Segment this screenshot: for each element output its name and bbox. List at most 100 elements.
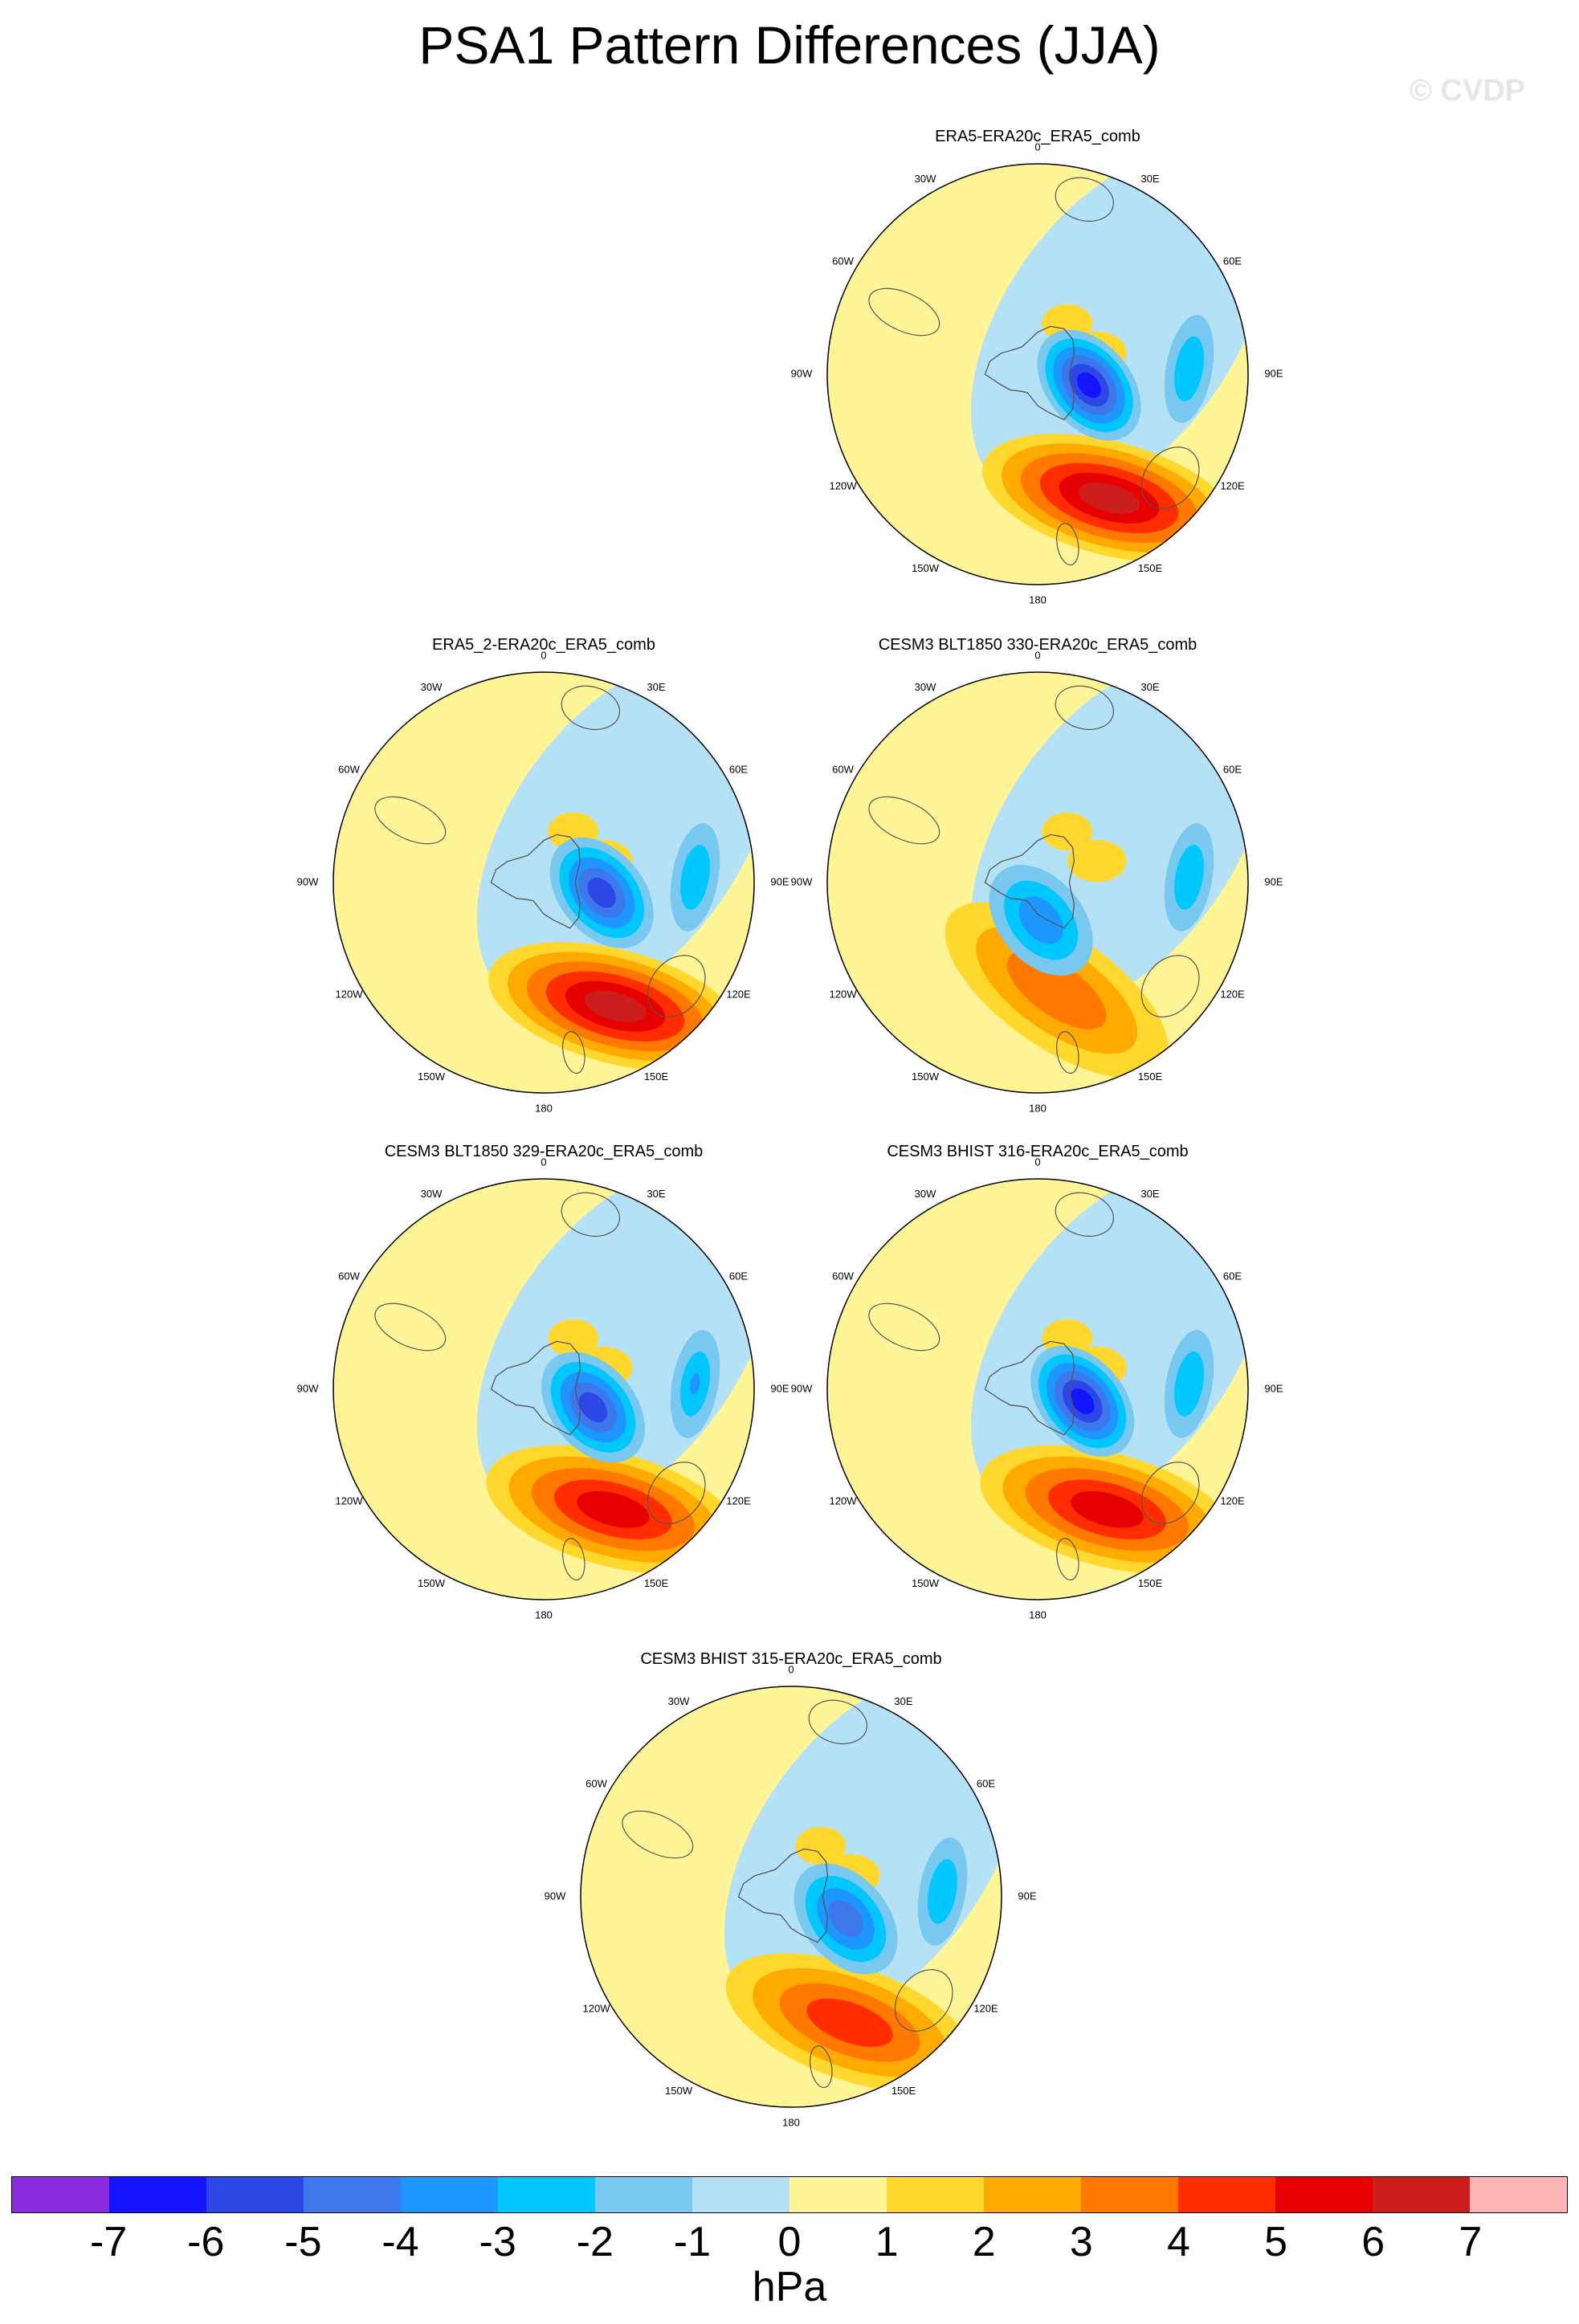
colorbar-swatch bbox=[109, 2177, 206, 2212]
pressure-field bbox=[333, 672, 754, 1093]
contour-band bbox=[690, 1372, 700, 1395]
map-border bbox=[826, 1178, 1249, 1600]
longitude-label: 30W bbox=[915, 173, 936, 185]
longitude-label: 60E bbox=[1223, 255, 1242, 267]
contour-band bbox=[1018, 896, 1063, 944]
pressure-field bbox=[827, 672, 1248, 1093]
colorbar-tick-label: 3 bbox=[1069, 2219, 1093, 2265]
colorbar-tick-label: 4 bbox=[1167, 2219, 1190, 2265]
antarctica-coastline bbox=[490, 834, 581, 929]
coastline bbox=[1056, 523, 1079, 566]
coastline bbox=[1140, 955, 1200, 1017]
colorbar-swatch bbox=[1275, 2177, 1373, 2212]
longitude-label: 30E bbox=[647, 681, 665, 693]
coastline bbox=[1055, 177, 1114, 222]
longitude-label: 30E bbox=[1140, 173, 1159, 185]
colorbar-swatch bbox=[1373, 2177, 1470, 2212]
colorbar-tick-label: -6 bbox=[187, 2219, 225, 2265]
colorbar-units: hPa bbox=[752, 2264, 827, 2310]
panel-title: CESM3 BLT1850 330-ERA20c_ERA5_comb bbox=[879, 636, 1198, 654]
longitude-label: 150E bbox=[644, 1577, 669, 1589]
longitude-label: 180 bbox=[1029, 1608, 1047, 1621]
coastline bbox=[808, 1699, 867, 1744]
coastline bbox=[1056, 1031, 1079, 1074]
colorbar-swatch bbox=[498, 2177, 595, 2212]
coastline bbox=[374, 1303, 447, 1352]
map-border bbox=[580, 1686, 1002, 2108]
coastline bbox=[868, 1303, 940, 1352]
colorbar-tick-label: 6 bbox=[1361, 2219, 1385, 2265]
coastline bbox=[1055, 1192, 1114, 1237]
longitude-label: 90W bbox=[297, 1382, 319, 1394]
longitude-label: 150E bbox=[892, 2085, 916, 2097]
colorbar-tick-label: -1 bbox=[673, 2219, 711, 2265]
coastline bbox=[868, 796, 940, 845]
map-border bbox=[333, 1178, 755, 1600]
colorbar-swatch bbox=[692, 2177, 790, 2212]
longitude-label: 120W bbox=[830, 1494, 858, 1507]
longitude-label: 120W bbox=[830, 988, 858, 1000]
longitude-label: 120E bbox=[726, 988, 751, 1000]
longitude-label: 150E bbox=[1138, 1070, 1163, 1082]
coastline bbox=[562, 1538, 585, 1581]
colorbar-tick-label: -7 bbox=[90, 2219, 128, 2265]
coastline bbox=[868, 287, 940, 336]
map-border bbox=[826, 671, 1249, 1094]
longitude-label: 150W bbox=[418, 1577, 446, 1589]
coastline bbox=[374, 796, 447, 845]
longitude-label: 180 bbox=[535, 1102, 553, 1114]
longitude-label: 0 bbox=[1034, 141, 1040, 153]
coastline bbox=[1056, 1538, 1079, 1581]
longitude-label: 150W bbox=[665, 2085, 693, 2097]
longitude-label: 90E bbox=[770, 875, 789, 887]
contour-band bbox=[928, 1859, 957, 1924]
colorbar-tick-label: 5 bbox=[1264, 2219, 1288, 2265]
colorbar-swatch bbox=[595, 2177, 692, 2212]
colorbar-tick-label: -3 bbox=[479, 2219, 516, 2265]
coastline bbox=[622, 1810, 694, 1859]
longitude-label: 60E bbox=[1223, 1270, 1242, 1282]
contour-band bbox=[577, 1490, 650, 1528]
longitude-label: 120E bbox=[726, 1494, 751, 1507]
contour-band bbox=[1042, 812, 1093, 851]
contour-band bbox=[806, 1998, 893, 2047]
longitude-label: 60W bbox=[338, 763, 360, 775]
longitude-label: 150W bbox=[912, 562, 940, 574]
coastline bbox=[561, 685, 620, 730]
longitude-label: 0 bbox=[541, 649, 546, 661]
colorbar-swatch bbox=[1470, 2177, 1567, 2212]
antarctica-coastline bbox=[984, 834, 1075, 929]
map-border bbox=[333, 671, 755, 1094]
colorbar-tick-label: 2 bbox=[972, 2219, 996, 2265]
colorbar-tick-label: -5 bbox=[284, 2219, 322, 2265]
longitude-label: 120E bbox=[1220, 479, 1245, 491]
colorbar-tick-label: 0 bbox=[777, 2219, 802, 2265]
coastline bbox=[810, 2045, 833, 2089]
longitude-label: 120W bbox=[336, 1494, 364, 1507]
contour-band bbox=[1070, 1388, 1095, 1414]
colorbar-tick-label: -4 bbox=[381, 2219, 419, 2265]
longitude-label: 90E bbox=[1264, 875, 1283, 887]
colorbar-swatch bbox=[1178, 2177, 1275, 2212]
longitude-label: 60W bbox=[832, 255, 854, 267]
contour-band bbox=[1078, 482, 1140, 514]
longitude-label: 30W bbox=[421, 681, 443, 693]
page-title: PSA1 Pattern Differences (JJA) bbox=[418, 15, 1161, 75]
contour-band bbox=[578, 1392, 608, 1423]
longitude-label: 150W bbox=[418, 1070, 446, 1082]
longitude-label: 90W bbox=[791, 875, 813, 887]
longitude-label: 0 bbox=[788, 1663, 794, 1675]
coastline bbox=[1055, 685, 1114, 730]
longitude-label: 120W bbox=[830, 479, 858, 491]
coastline bbox=[1140, 1462, 1200, 1524]
contour-band bbox=[1067, 839, 1127, 883]
longitude-label: 90W bbox=[791, 367, 813, 379]
colorbar-swatch bbox=[12, 2177, 109, 2212]
longitude-label: 0 bbox=[541, 1156, 546, 1168]
longitude-label: 120E bbox=[1220, 988, 1245, 1000]
colorbar-labels: -7 -6 -5 -4 -3 -2 -1 0 1 2 3 4 5 6 7 bbox=[0, 2218, 1579, 2266]
contour-band bbox=[1006, 951, 1107, 1029]
